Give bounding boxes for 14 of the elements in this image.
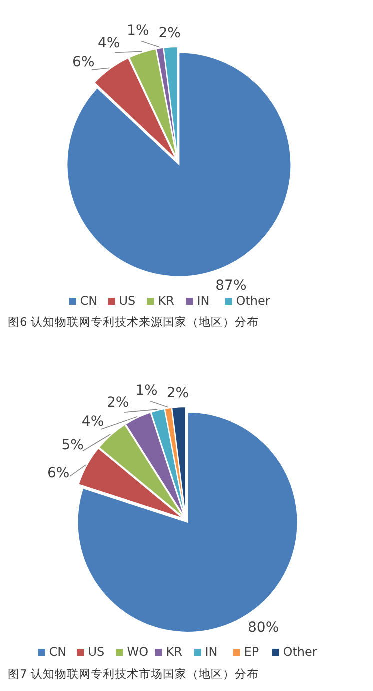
legend-label: US [119,294,136,308]
legend-label: CN [49,645,67,659]
legend-label: US [88,645,105,659]
text: 图7 认知物联网专利技术市场国家（地区）分布 [8,667,259,681]
legend-label: Other [283,645,318,659]
legend-label: IN [205,645,218,659]
text: 图6 认知物联网专利技术来源国家（地区）分布 [8,315,259,329]
legend-label: KR [166,645,182,659]
legend-label: Other [236,294,270,308]
legend-label: EP [244,645,260,659]
legend-label: WO [127,645,149,659]
legend-label: KR [158,294,174,308]
legend-label: IN [197,294,210,308]
legend-label: CN [80,294,98,308]
